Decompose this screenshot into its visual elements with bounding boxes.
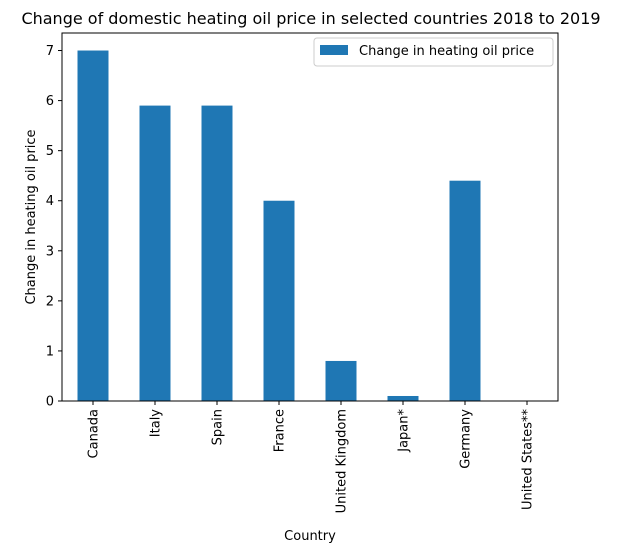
bar (77, 50, 109, 402)
x-tick-label: United Kingdom (335, 409, 350, 513)
bar (263, 200, 295, 401)
bar (387, 395, 419, 401)
x-axis-label: Country (284, 529, 336, 544)
x-tick-label: France (273, 409, 288, 452)
x-tick-label: Italy (149, 409, 164, 438)
x-tick-label: Japan* (397, 409, 412, 453)
y-tick-label: 4 (46, 194, 54, 209)
bar (139, 105, 171, 401)
bar (201, 105, 233, 401)
legend: Change in heating oil price (313, 37, 554, 67)
x-tick-label: Spain (211, 409, 226, 445)
y-tick-label: 1 (46, 344, 54, 359)
y-tick-label: 5 (46, 144, 54, 159)
y-tick-label: 3 (46, 244, 54, 259)
x-tick-label: Canada (87, 409, 102, 458)
y-axis-label: Change in heating oil price (24, 129, 39, 304)
bar (325, 360, 357, 401)
y-tick-label: 2 (46, 294, 54, 309)
x-tick-label: United States** (521, 409, 536, 511)
plot-frame (61, 32, 559, 402)
bar (449, 180, 481, 401)
bars-group (77, 50, 481, 402)
x-tick-label: Germany (459, 409, 474, 469)
y-tick-label: 7 (46, 44, 54, 59)
legend-swatch (320, 45, 348, 55)
x-axis: Canada Italy Spain France United Kingdom Japa… (87, 401, 536, 513)
legend-label: Change in heating oil price (359, 44, 534, 59)
legend-box (313, 37, 554, 67)
chart-title: Change of domestic heating oil price in … (21, 9, 600, 28)
y-tick-label: 0 (46, 395, 54, 410)
y-axis: 0 1 2 3 4 5 6 7 (46, 44, 62, 410)
y-tick-label: 6 (46, 94, 54, 109)
